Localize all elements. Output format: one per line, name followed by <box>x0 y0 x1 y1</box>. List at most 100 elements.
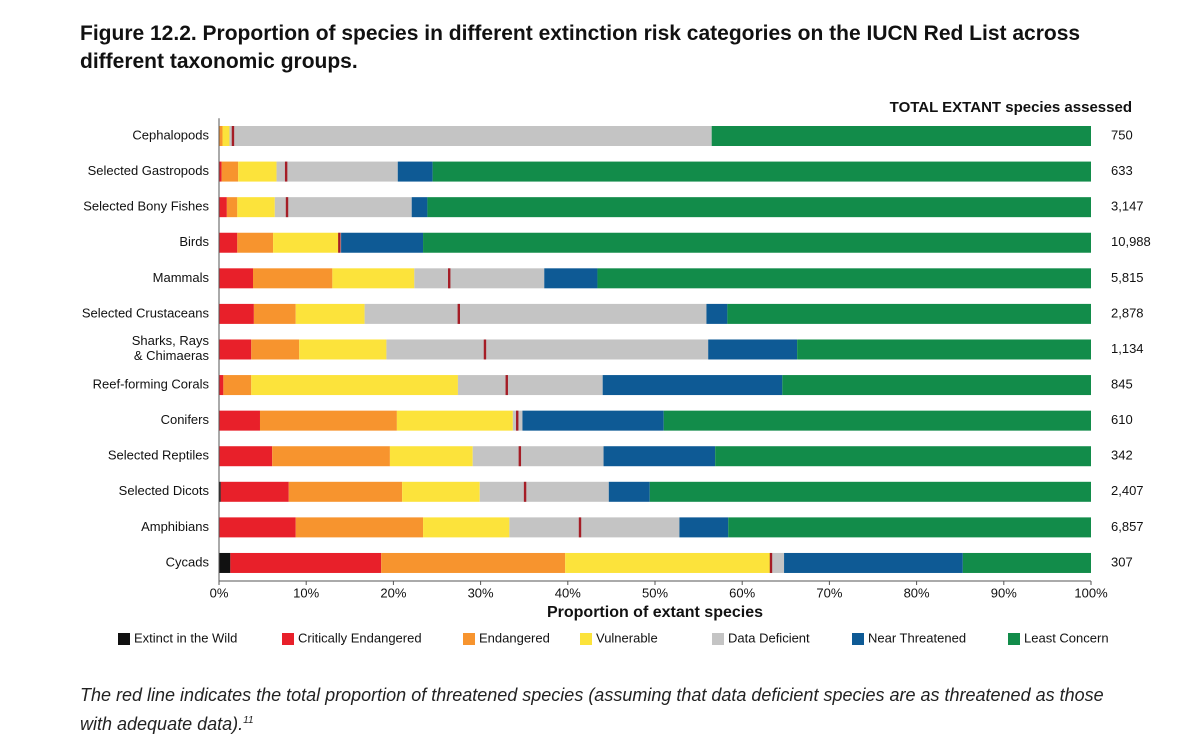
y-tick-label: Cephalopods <box>132 127 209 142</box>
threatened-line <box>578 517 582 538</box>
x-tick-label: 10% <box>293 585 319 600</box>
bar-segment <box>219 339 252 360</box>
bar-segment <box>332 268 415 289</box>
footnote-ref: 11 <box>243 715 254 726</box>
threatened-line <box>284 161 288 182</box>
y-tick-label: Birds <box>179 234 209 249</box>
total-label: 845 <box>1111 376 1133 391</box>
total-label: 1,134 <box>1111 341 1144 356</box>
bar-segment <box>295 517 424 538</box>
y-tick-label: Sharks, Rays & Chimaeras <box>132 333 210 363</box>
x-tick-label: 80% <box>904 585 930 600</box>
bar-segment <box>219 375 224 396</box>
total-label: 633 <box>1111 163 1133 178</box>
x-tick-label: 30% <box>468 585 494 600</box>
total-label: 10,988 <box>1111 234 1151 249</box>
total-label: 2,407 <box>1111 483 1144 498</box>
bar-segment <box>219 446 273 467</box>
bar-segment <box>219 303 254 324</box>
bar-segment <box>711 126 1091 146</box>
legend-swatch <box>712 633 724 645</box>
bar-segment <box>230 552 382 573</box>
legend-swatch <box>580 633 592 645</box>
bar-segment <box>649 481 1091 502</box>
threatened-line <box>231 126 235 146</box>
bar-segment <box>299 339 387 360</box>
threatened-line <box>448 268 451 289</box>
total-label: 2,878 <box>1111 305 1144 320</box>
bar-segment <box>288 481 403 502</box>
bar-segment <box>276 161 398 182</box>
bar-segment <box>423 517 510 538</box>
bar-segment <box>259 410 397 431</box>
bar-segment <box>608 481 650 502</box>
bar-segment <box>219 232 238 253</box>
bar-segment <box>797 339 1091 360</box>
bar-segment <box>396 410 513 431</box>
bar-segment <box>411 197 428 218</box>
bar-segment <box>544 268 598 289</box>
bar-segment <box>427 197 1092 218</box>
bar-segment <box>295 303 365 324</box>
bar-segment <box>479 481 609 502</box>
x-tick-label: 0% <box>210 585 229 600</box>
legend-label: Critically Endangered <box>298 630 422 645</box>
y-tick-label: Cycads <box>166 554 210 569</box>
legend-label: Least Concern <box>1024 630 1109 645</box>
bar-segment <box>727 303 1091 324</box>
legend-swatch <box>282 633 294 645</box>
bar-segment <box>389 446 473 467</box>
total-label: 750 <box>1111 127 1133 142</box>
bar-segment <box>509 517 680 538</box>
bar-segment <box>782 375 1091 396</box>
y-tick-label: Conifers <box>161 412 210 427</box>
bar-segment <box>472 446 604 467</box>
bar-segment <box>432 161 1091 182</box>
chart: TOTAL EXTANT species assessed Proportion… <box>82 99 1151 645</box>
bar-segment <box>397 161 433 182</box>
bar-segment <box>784 552 963 573</box>
bar-segment <box>728 517 1091 538</box>
legend-label: Data Deficient <box>728 630 810 645</box>
legend-swatch <box>852 633 864 645</box>
bar-segment <box>237 197 275 218</box>
threatened-line <box>518 446 522 467</box>
bar-segment <box>238 161 277 182</box>
total-label: 342 <box>1111 448 1133 463</box>
bar-segment <box>251 375 458 396</box>
y-tick-label: Reef-forming Corals <box>93 376 210 391</box>
y-tick-label: Selected Dicots <box>119 483 210 498</box>
column-header: TOTAL EXTANT species assessed <box>890 99 1132 116</box>
y-tick-label: Mammals <box>153 270 210 285</box>
threatened-line <box>523 481 527 502</box>
bar-segment <box>273 232 339 253</box>
legend-label: Near Threatened <box>868 630 966 645</box>
x-tick-label: 70% <box>816 585 842 600</box>
legend-swatch <box>118 633 130 645</box>
threatened-line <box>457 303 460 324</box>
legend-label: Vulnerable <box>596 630 658 645</box>
bar-segment <box>457 375 603 396</box>
threatened-line <box>769 552 773 573</box>
bar-segment <box>679 517 729 538</box>
bar-segment <box>219 126 223 146</box>
bar-segment <box>253 268 333 289</box>
y-tick-label: Selected Gastropods <box>88 163 210 178</box>
bar-segment <box>222 126 230 146</box>
label-line: Sharks, Rays <box>132 333 210 348</box>
bar-segment <box>565 552 772 573</box>
bar-segment <box>219 410 260 431</box>
chart-title: Figure 12.2. Proportion of species in di… <box>80 22 1081 73</box>
bar-segment <box>603 446 716 467</box>
total-label: 6,857 <box>1111 519 1144 534</box>
bar-segment <box>423 232 1092 253</box>
bar-segment <box>251 339 300 360</box>
bar-segment <box>223 375 252 396</box>
bar-segment <box>364 303 707 324</box>
bar-segment <box>220 481 289 502</box>
y-tick-label: Selected Reptiles <box>108 448 210 463</box>
threatened-line <box>483 339 487 360</box>
bar-segment <box>237 232 274 253</box>
bar-segment <box>219 197 227 218</box>
